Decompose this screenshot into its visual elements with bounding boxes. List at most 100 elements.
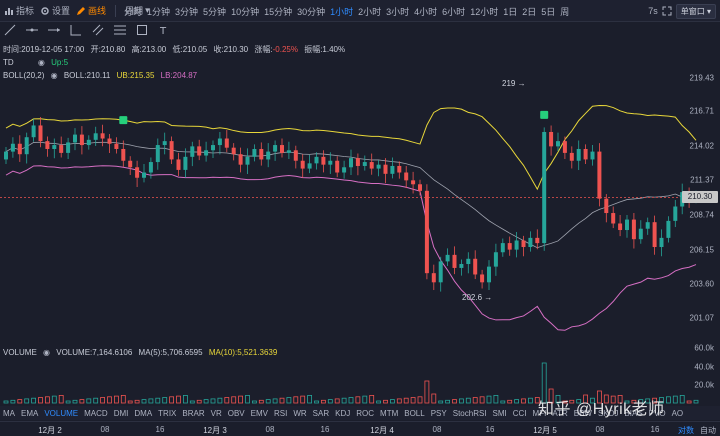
indicator-tab[interactable]: BIAS [624,408,643,418]
interval-tab[interactable]: 4小时 [414,6,438,17]
indicator-tab[interactable]: PSY [430,408,447,418]
candle-body [659,237,664,248]
shape-tool-icon[interactable] [136,24,148,36]
candle-body [24,137,29,155]
candle-body [424,190,429,274]
candle-body [376,164,381,169]
low-annotation-value: 202.6 [462,293,483,302]
interval-tab[interactable]: 10分钟 [231,6,260,17]
info-change-label: 涨幅: [254,45,273,54]
indicator-tab[interactable]: MA [3,408,15,418]
indicator-tab[interactable]: EMA [21,408,39,418]
period-dropdown[interactable]: 周期 ▾ [125,4,150,17]
indicator-tab[interactable]: BRAR [182,408,205,418]
indicator-tab[interactable]: RSI [274,408,288,418]
candle-body [431,273,436,283]
volume-bar [258,399,264,404]
trendline-tool-icon[interactable] [4,24,16,36]
candle-body [418,184,422,191]
volume-bar [314,400,319,404]
boll-middle-line [5,141,697,249]
refresh-interval[interactable]: 7s [648,6,658,16]
fullscreen-icon[interactable] [662,6,672,16]
window-mode-value: 单窗口 [680,6,705,16]
indicator-tab[interactable]: WR [293,408,307,418]
indicator-tab[interactable]: OBV [227,408,245,418]
indicator-tab[interactable]: EMV [250,408,268,418]
indicator-tab[interactable]: MACD [84,408,108,418]
volume-bar [521,398,526,404]
interval-tab[interactable]: 15分钟 [264,6,293,17]
interval-tab[interactable]: 1分钟 [147,6,171,17]
indicator-tab[interactable]: BBW [573,408,592,418]
interval-tab[interactable]: 分时 [124,6,143,17]
indicator-tab[interactable]: ATR [552,408,568,418]
volume-bar [231,396,237,404]
indicator-tab[interactable]: MFI [532,408,547,418]
interval-tab[interactable]: 1日 [503,6,518,17]
visibility-eye-icon[interactable]: ◉ [50,71,58,80]
indicator-tab[interactable]: VOLUME [44,408,79,418]
interval-tab[interactable]: 30分钟 [297,6,326,17]
interval-tab[interactable]: 5分钟 [203,6,227,17]
interval-tab[interactable]: 周 [560,6,570,17]
text-tool-icon[interactable]: T [158,24,170,36]
volume-bar [51,395,57,404]
indicator-tab[interactable]: DMI [113,408,129,418]
interval-tab[interactable]: 5日 [541,6,556,17]
candle-body [383,164,388,174]
time-axis-controls: 对数 自动 [678,425,716,436]
interval-tab[interactable]: 2日 [522,6,537,17]
indicator-tab[interactable]: KDJ [335,408,351,418]
indicator-tab[interactable]: SMI [492,408,507,418]
candle-body [155,145,160,163]
td-marker [119,116,128,125]
interval-tab[interactable]: 3小时 [386,6,410,17]
indicator-tab[interactable]: AO [671,408,684,418]
interval-tab[interactable]: 12小时 [470,6,499,17]
interval-tab[interactable]: 6小时 [442,6,466,17]
volume-bar [341,397,347,404]
indicator-tabs: MA EMA VOLUME MACD DMI DMA TRIX BRAR VR OBV EMV RSI… [0,406,720,420]
interval-tab[interactable]: 3分钟 [175,6,199,17]
volume-bar [79,399,85,404]
fibonacci-tool-icon[interactable] [114,24,126,36]
indicator-tab[interactable]: VR [210,408,222,418]
volume-bar [217,397,223,404]
ray-tool-icon[interactable] [48,24,60,36]
indicator-tab[interactable]: DMA [134,408,153,418]
period-label: 周期 [125,6,144,16]
angle-tool-icon[interactable] [70,24,82,36]
candle-body [521,240,526,248]
candle-body [355,158,360,166]
indicator-tab[interactable]: SAR [312,408,330,418]
settings-button[interactable]: 设置 [40,4,70,17]
visibility-eye-icon[interactable]: ◉ [43,348,51,357]
drawline-button[interactable]: 画线 [76,4,106,17]
volume-bar [169,396,175,404]
indicator-tab[interactable]: SKDJ [597,408,619,418]
indicator-tab[interactable]: ROC [356,408,375,418]
visibility-eye-icon[interactable]: ◉ [37,58,45,67]
horizontal-line-tool-icon[interactable] [26,24,38,36]
auto-scale-toggle[interactable]: 自动 [700,426,716,435]
indicator-tab[interactable]: StochRSI [452,408,487,418]
indicator-tab[interactable]: BOLL [404,408,425,418]
current-price-label: 210.30 [682,191,718,204]
parallel-channel-tool-icon[interactable] [92,24,104,36]
indicator-tab[interactable]: CCI [512,408,527,418]
log-scale-toggle[interactable]: 对数 [678,426,694,435]
interval-tab[interactable]: 1小时 [330,6,354,17]
indicator-tab[interactable]: TRIX [158,408,177,418]
volume-bar [679,394,685,404]
volume-info: VOLUME ◉ VOLUME:7,164.6106 MA(5):5,706.6… [3,348,281,357]
window-mode-select[interactable]: 单窗口 ▾ [675,3,716,19]
interval-tab[interactable]: 2小时 [358,6,382,17]
indicators-button[interactable]: 指标 [4,4,34,17]
indicator-tab[interactable]: MTM [380,408,399,418]
candle-body [321,156,326,165]
indicator-tab[interactable]: PVO [648,408,666,418]
candle-body [604,198,609,214]
volume-bar [238,395,244,404]
